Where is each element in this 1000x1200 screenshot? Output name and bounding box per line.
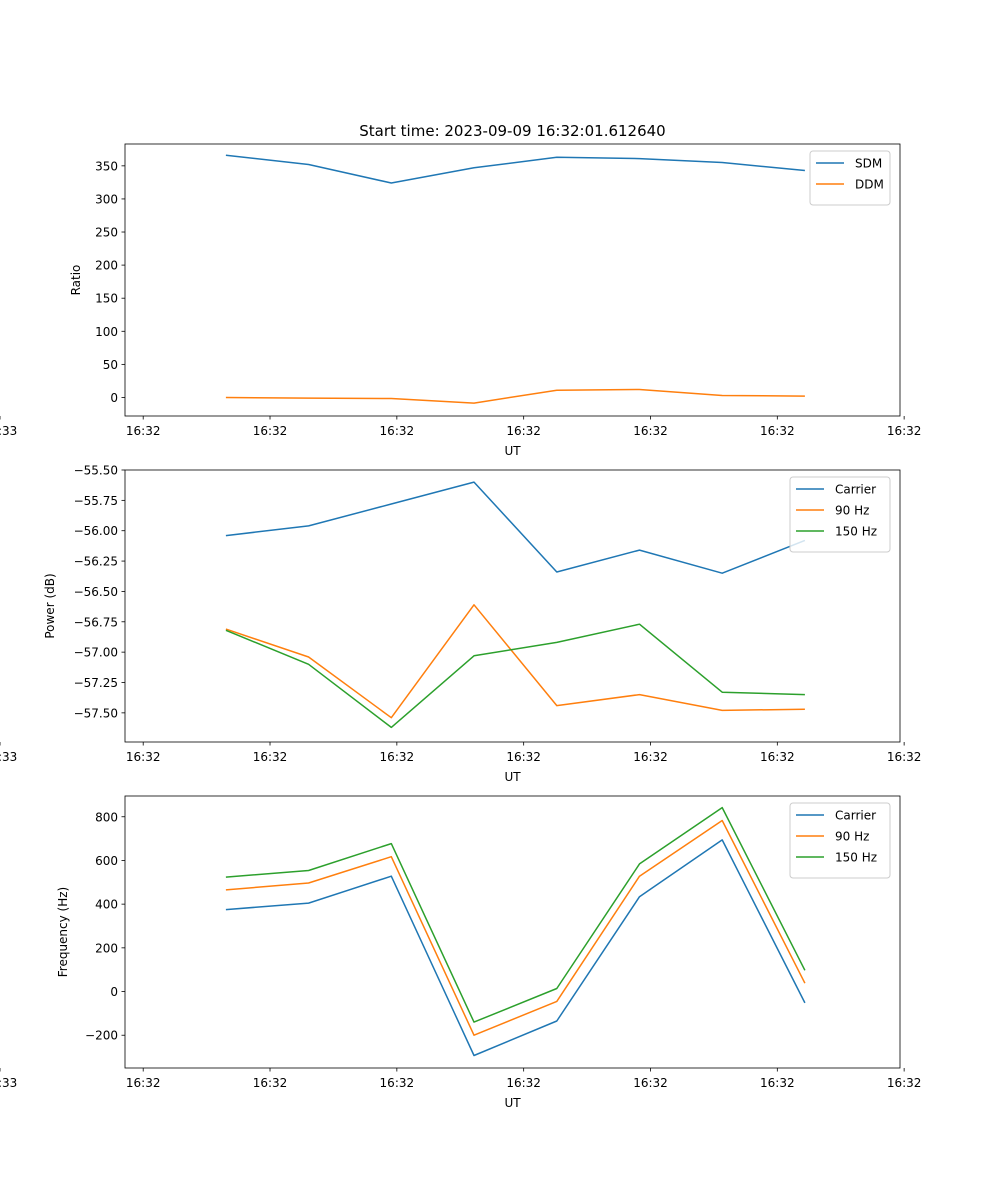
- figure-title: Start time: 2023-09-09 16:32:01.612640: [359, 122, 665, 140]
- legend-box: [789, 802, 891, 879]
- y-tick-label: −56.00: [74, 524, 118, 538]
- x-tick-label: 16:32: [253, 750, 288, 764]
- legend-label: 90 Hz: [835, 830, 869, 844]
- x-axis-label: UT: [504, 444, 521, 458]
- series-line-ddm: [225, 388, 805, 404]
- y-tick-label: 0: [110, 985, 118, 999]
- x-tick-label: 16:33: [0, 750, 17, 764]
- y-axis-label: Ratio: [69, 265, 83, 296]
- y-tick-label: 800: [95, 810, 118, 824]
- x-tick-label: 16:32: [887, 750, 922, 764]
- y-tick-label: −56.50: [74, 585, 118, 599]
- x-tick-label: 16:32: [633, 750, 668, 764]
- y-tick-label: 100: [95, 325, 118, 339]
- legend-label: Carrier: [835, 483, 876, 497]
- y-axis-label: Power (dB): [43, 573, 57, 638]
- y-tick-label: 400: [95, 898, 118, 912]
- x-tick-label: 16:32: [506, 1076, 541, 1090]
- x-tick-label: 16:33: [0, 424, 17, 438]
- y-tick-label: 300: [95, 192, 118, 206]
- y-axis-label: Frequency (Hz): [56, 887, 70, 978]
- x-tick-label: 16:32: [760, 750, 795, 764]
- x-tick-label: 16:32: [380, 1076, 415, 1090]
- axes-frame: [124, 143, 901, 417]
- legend-box: [809, 150, 891, 206]
- series-line-sdm: [225, 154, 805, 184]
- y-tick-label: −55.75: [74, 494, 118, 508]
- axes-frame: [124, 469, 901, 743]
- x-tick-label: 16:32: [380, 750, 415, 764]
- series-line-150-hz: [225, 623, 805, 729]
- y-tick-label: −57.25: [74, 676, 118, 690]
- x-axis-label: UT: [504, 1096, 521, 1110]
- legend-box: [789, 476, 891, 553]
- x-tick-label: 16:32: [887, 424, 922, 438]
- legend-label: 90 Hz: [835, 504, 869, 518]
- y-tick-label: 200: [95, 941, 118, 955]
- power-subplot: 16:32 16:32 16:32 16:32 16:32 16:32 16:32 16:33…: [0, 464, 922, 784]
- y-tick-label: −56.25: [74, 555, 118, 569]
- series-line-90-hz: [225, 604, 805, 719]
- ratio-subplot: 16:32 16:32 16:32 16:32 16:32 16:32 16:32 16:33…: [0, 143, 922, 458]
- axes-frame: [124, 795, 901, 1069]
- x-tick-label: 16:32: [887, 1076, 922, 1090]
- y-tick-label: 600: [95, 854, 118, 868]
- x-tick-label: 16:32: [506, 424, 541, 438]
- x-tick-label: 16:32: [380, 424, 415, 438]
- y-tick-label: 50: [103, 358, 118, 372]
- frequency-subplot: 16:32 16:32 16:32 16:32 16:32 16:32 16:32 16:33…: [0, 795, 922, 1110]
- y-tick-label: −56.75: [74, 615, 118, 629]
- x-tick-label: 16:32: [126, 424, 161, 438]
- y-tick-label: 250: [95, 226, 118, 240]
- y-tick-label: −57.50: [74, 706, 118, 720]
- y-tick-label: 0: [110, 391, 118, 405]
- legend-label: 150 Hz: [835, 525, 877, 539]
- series-line-carrier: [225, 481, 806, 574]
- x-tick-label: 16:32: [760, 424, 795, 438]
- y-tick-label: 350: [95, 159, 118, 173]
- x-tick-label: 16:32: [506, 750, 541, 764]
- legend-label: SDM: [855, 157, 882, 171]
- x-tick-label: 16:32: [126, 750, 161, 764]
- series-line-150-hz: [225, 806, 806, 1023]
- legend-label: Carrier: [835, 809, 876, 823]
- x-axis-label: UT: [504, 770, 521, 784]
- y-tick-label: −55.50: [74, 464, 118, 478]
- legend-label: DDM: [855, 178, 884, 192]
- x-tick-label: 16:32: [126, 1076, 161, 1090]
- x-tick-label: 16:32: [760, 1076, 795, 1090]
- x-tick-label: 16:32: [253, 424, 288, 438]
- series-line-carrier: [225, 839, 806, 1057]
- legend-label: 150 Hz: [835, 851, 877, 865]
- x-tick-label: 16:32: [253, 1076, 288, 1090]
- x-tick-label: 16:32: [633, 424, 668, 438]
- y-tick-label: 200: [95, 259, 118, 273]
- x-tick-label: 16:32: [633, 1076, 668, 1090]
- y-tick-label: −57.00: [74, 646, 118, 660]
- series-line-90-hz: [225, 819, 806, 1036]
- y-tick-label: −200: [85, 1029, 118, 1043]
- x-tick-label: 16:33: [0, 1076, 17, 1090]
- y-tick-label: 150: [95, 292, 118, 306]
